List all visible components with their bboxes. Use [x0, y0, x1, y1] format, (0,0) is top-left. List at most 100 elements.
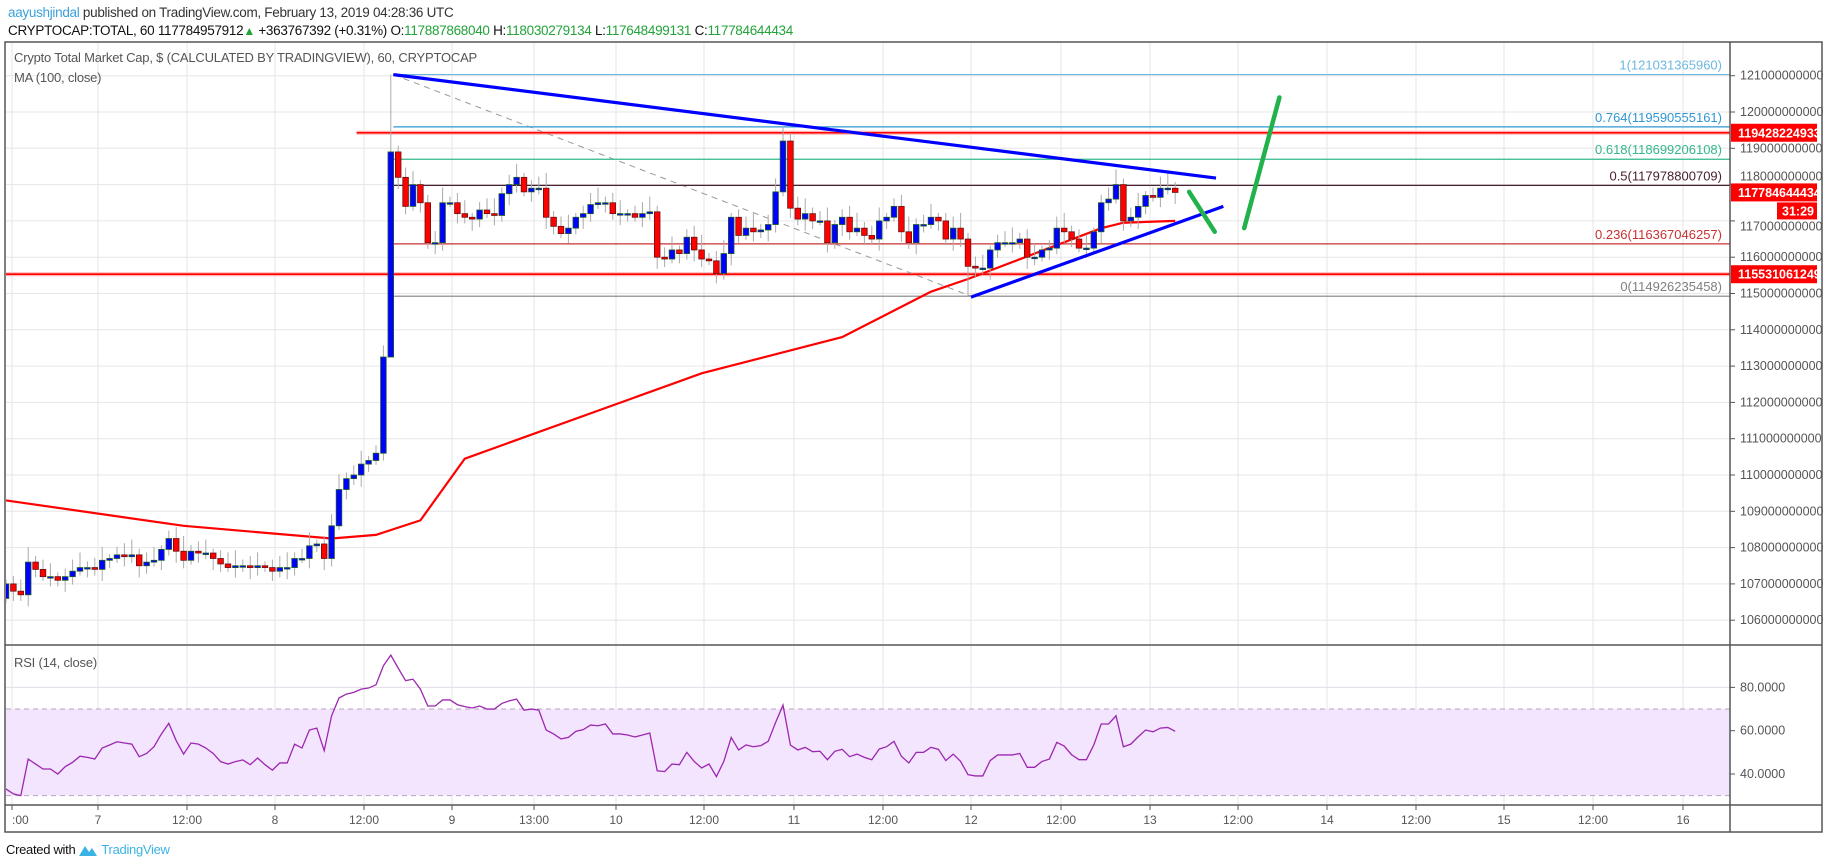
candle-body-down — [905, 231, 912, 244]
candle-body-up — [476, 209, 483, 220]
candle — [246, 555, 254, 580]
candle — [1001, 231, 1009, 248]
rsi-band — [6, 709, 1730, 796]
candle-body-up — [439, 202, 446, 244]
price-tick-label: 117000000000 — [1740, 219, 1823, 233]
price-tag-box — [1731, 123, 1817, 142]
candle-body-down — [942, 220, 949, 240]
price-tick-label: 106000000000 — [1740, 613, 1823, 627]
candle-body-down — [261, 565, 269, 568]
candle-body-down — [54, 576, 61, 581]
candle — [165, 530, 172, 556]
candle — [920, 214, 927, 233]
candle — [668, 236, 676, 264]
candle-body-down — [1068, 231, 1075, 240]
candle — [1149, 187, 1157, 202]
candle — [409, 171, 417, 211]
candle — [187, 545, 195, 565]
candle — [1075, 229, 1083, 253]
candle — [483, 198, 491, 218]
price-tick-label: 107000000000 — [1740, 577, 1823, 591]
candle-body-down — [491, 213, 498, 216]
candle — [269, 559, 276, 581]
candle — [794, 196, 801, 226]
candle-body-up — [1016, 238, 1023, 244]
candle-body-up — [158, 549, 165, 561]
candle — [609, 192, 616, 220]
candle — [661, 247, 668, 268]
ma-legend[interactable]: MA (100, close) — [14, 70, 102, 85]
candle-body-down — [705, 258, 713, 262]
time-tick-label: 12:00 — [1223, 813, 1253, 827]
fib-level-label: 0.618(118699206108) — [1595, 142, 1722, 157]
candle-body-up — [1164, 187, 1171, 191]
author-link[interactable]: aayushjindal — [8, 5, 80, 20]
series-title[interactable]: Crypto Total Market Cap, $ (CALCULATED B… — [14, 50, 478, 65]
candle-body-up — [431, 242, 439, 245]
candle — [91, 557, 98, 576]
candle-body-up — [639, 213, 646, 218]
time-axis[interactable]: :00 7 12:00 8 12:00 9 13:00 10 12:00 11 12:00 12 12:… — [11, 805, 1690, 827]
created-with-text: Created with — [6, 842, 76, 857]
candle — [320, 535, 328, 571]
candle — [39, 559, 47, 581]
price-tags: 119428224933 117784644434 31:29 11553106124… — [1731, 123, 1821, 284]
candle — [224, 552, 232, 572]
candle — [994, 234, 1001, 258]
fib-level-label: 0.5(117978800709) — [1609, 168, 1722, 183]
candle-body-up — [535, 187, 542, 191]
open-label: O: — [390, 23, 405, 38]
candle-body-up — [357, 463, 365, 476]
time-tick-label: 13:00 — [519, 813, 549, 827]
candle — [47, 563, 54, 587]
candle-body-up — [839, 216, 846, 225]
candle-body-up — [802, 213, 809, 220]
candle — [550, 211, 557, 235]
price-tick-label: 114000000000 — [1740, 323, 1823, 337]
candle — [602, 196, 609, 213]
candle — [150, 546, 158, 567]
candle-body-up — [646, 211, 653, 215]
fib-level-label: 1(121031365960) — [1619, 58, 1722, 73]
candle-body-up — [283, 567, 291, 570]
rsi-axis[interactable]: 80.0000 60.0000 40.0000 — [1730, 680, 1785, 781]
candle-body-down — [17, 590, 24, 596]
candle-body-up — [513, 176, 520, 185]
candle-body-down — [246, 565, 254, 568]
candle — [617, 200, 624, 226]
candle-body-up — [1083, 247, 1090, 251]
price-axis[interactable]: 121000000000 120000000000 119000000000 1180… — [1730, 69, 1823, 628]
candle-body-up — [387, 151, 394, 358]
candle-body-down — [713, 260, 720, 274]
candle — [32, 555, 39, 578]
candle-body-up — [624, 213, 631, 216]
candle — [76, 552, 84, 576]
candle-body-down — [824, 220, 831, 244]
rsi-legend[interactable]: RSI (14, close) — [14, 655, 97, 670]
tradingview-brand-link[interactable]: TradingView — [101, 842, 170, 857]
price-tick-label: 115000000000 — [1740, 287, 1823, 301]
candle — [513, 163, 520, 193]
candle — [461, 200, 468, 224]
candle — [313, 539, 320, 552]
symbol-quote-line: CRYPTOCAP:TOTAL, 60 117784957912▲ +36376… — [8, 23, 793, 38]
candle-body-up — [1031, 256, 1038, 260]
candle — [417, 180, 424, 213]
candle-body-up — [920, 224, 927, 227]
candle — [99, 546, 106, 581]
candle — [1127, 207, 1134, 228]
candle — [158, 545, 165, 571]
candle-body-down — [1061, 227, 1068, 233]
candle-body-down — [424, 202, 431, 244]
candle-body-down — [394, 151, 402, 178]
candle-body-up — [498, 193, 505, 216]
candle-body-down — [172, 538, 180, 552]
candle — [1120, 178, 1127, 231]
candle — [698, 234, 705, 268]
candle — [861, 221, 868, 246]
candle-body-down — [320, 543, 328, 559]
candle — [10, 575, 17, 601]
candle-body-down — [935, 216, 942, 222]
candle — [232, 550, 239, 578]
